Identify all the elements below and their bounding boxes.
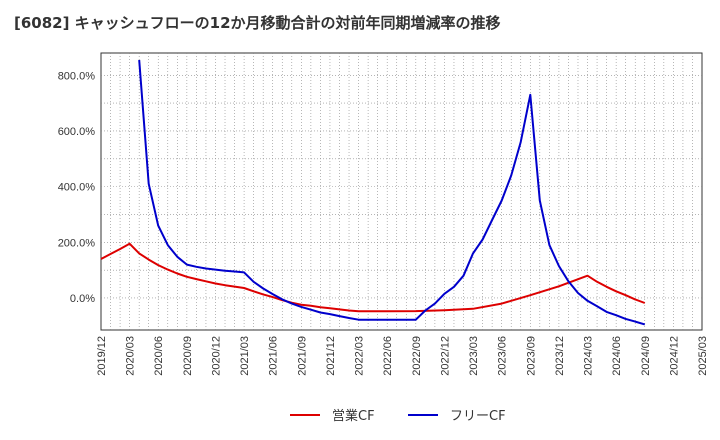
y-tick-label: 600.0% <box>58 126 96 138</box>
x-tick-label: 2023/06 <box>497 336 509 376</box>
x-tick-label: 2022/03 <box>354 336 366 376</box>
x-tick-label: 2024/12 <box>668 336 680 376</box>
x-tick-label: 2024/09 <box>640 336 652 376</box>
y-tick-label: 0.0% <box>70 293 95 305</box>
x-tick-label: 2023/03 <box>468 336 480 376</box>
y-axis-ticks: 0.0% 200.0% 400.0% 600.0% 800.0% <box>58 70 96 305</box>
y-tick-label: 800.0% <box>58 70 96 82</box>
x-tick-label: 2019/12 <box>96 336 108 376</box>
x-tick-label: 2022/12 <box>439 336 451 376</box>
x-tick-label: 2025/03 <box>697 336 709 376</box>
x-tick-label: 2022/09 <box>411 336 423 376</box>
x-tick-label: 2021/06 <box>268 336 280 376</box>
chart-title: [6082] キャッシュフローの12か月移動合計の対前年同期増減率の推移 <box>14 14 501 32</box>
x-tick-label: 2021/09 <box>296 336 308 376</box>
legend-label: 営業CF <box>332 408 375 424</box>
legend: 営業CF フリーCF <box>290 408 506 424</box>
series-lines <box>100 59 646 326</box>
series-line-operating-cf <box>100 242 646 313</box>
legend-label: フリーCF <box>450 409 506 424</box>
y-tick-label: 200.0% <box>58 237 96 249</box>
x-tick-label: 2024/03 <box>583 336 595 376</box>
series-line-free-cf <box>138 59 646 326</box>
grid-vertical <box>110 53 693 330</box>
x-axis-ticks: 2019/12 2020/03 2020/06 2020/09 2020/12 2021/… <box>96 336 709 376</box>
x-tick-label: 2020/03 <box>125 336 137 376</box>
x-tick-label: 2023/09 <box>525 336 537 376</box>
x-tick-label: 2020/12 <box>210 336 222 376</box>
x-tick-label: 2024/06 <box>611 336 623 376</box>
x-tick-label: 2021/12 <box>325 336 337 376</box>
grid-horizontal <box>101 74 702 299</box>
x-tick-label: 2022/06 <box>382 336 394 376</box>
y-tick-label: 400.0% <box>58 182 96 194</box>
x-tick-label: 2020/09 <box>182 336 194 376</box>
x-tick-label: 2023/12 <box>554 336 566 376</box>
x-tick-label: 2020/06 <box>153 336 165 376</box>
x-tick-label: 2021/03 <box>239 336 251 376</box>
